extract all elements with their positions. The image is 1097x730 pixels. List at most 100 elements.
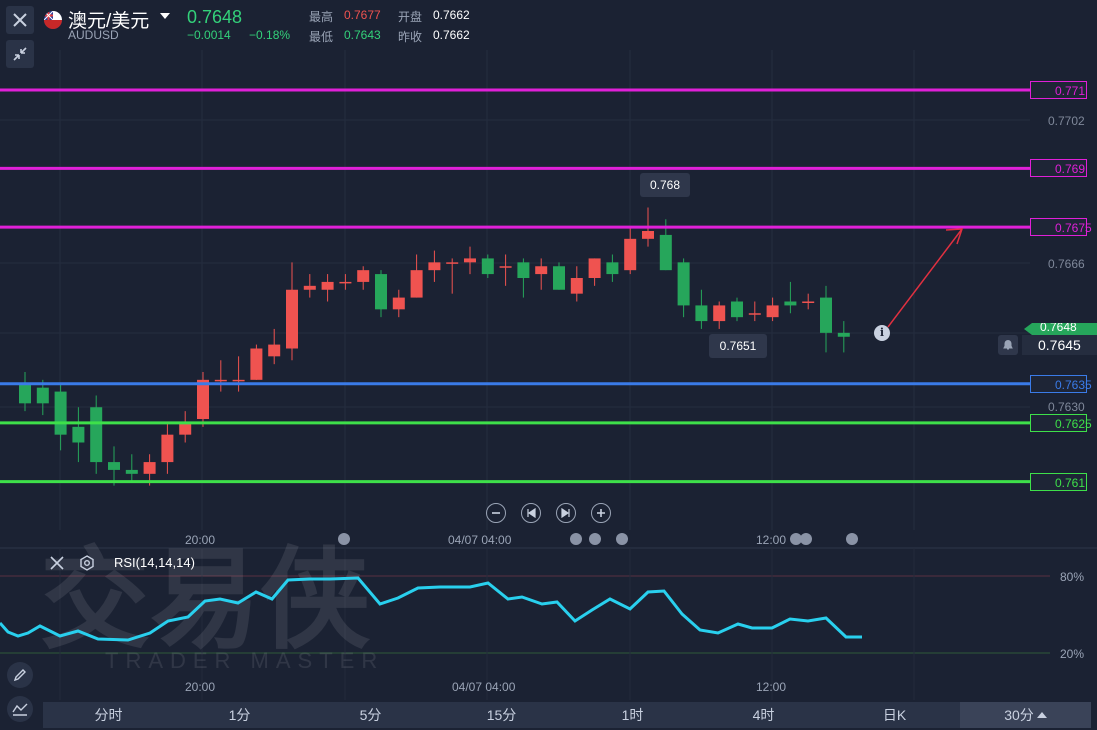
event-marker-dot[interactable] [570, 533, 582, 545]
skip-forward-icon [561, 508, 570, 518]
high-value: 0.7677 [344, 8, 381, 22]
scroll-start-button[interactable] [521, 503, 541, 523]
low-callout: 0.7651 [709, 334, 767, 358]
candle-body [392, 297, 405, 310]
rsi-time-tick-20-00: 20:00 [185, 680, 216, 694]
bell-icon [1003, 340, 1013, 350]
candle-body [820, 297, 832, 333]
timeframe-tab-15m[interactable]: 15分 [486, 707, 517, 723]
timeframe-tab-4h[interactable]: 4时 [752, 707, 775, 723]
indicator-tool-button[interactable] [7, 696, 33, 722]
candle-body [464, 258, 476, 263]
candle-body [197, 379, 209, 419]
candle-body [446, 262, 459, 264]
price-label-0.7666: 0.7666 [1048, 257, 1085, 271]
dropdown-caret-icon[interactable] [160, 13, 170, 21]
candle-body [695, 305, 708, 322]
price-tag-0.7635: 0.7635 [1030, 374, 1092, 393]
event-marker-dot[interactable] [846, 533, 858, 545]
high-label: 最高 [309, 10, 334, 24]
candle-body [214, 379, 227, 382]
timeframe-tab-5m[interactable]: 5分 [359, 707, 382, 723]
rsi-level-20: 20% [1060, 647, 1085, 661]
plus-icon [597, 509, 605, 517]
price-change-pct: −0.18% [249, 28, 291, 42]
event-marker-dot[interactable] [338, 533, 350, 545]
trend-arrow[interactable] [887, 228, 963, 328]
current-price-marker: 0.7648 [1024, 323, 1097, 335]
prev-close-label: 昨收 [398, 30, 423, 44]
candle-body [410, 270, 423, 298]
event-marker-dot[interactable] [589, 533, 601, 545]
candle-body [339, 281, 352, 284]
candle-body [553, 266, 565, 290]
close-indicator-icon[interactable] [50, 556, 64, 570]
price-tag-0.761: 0.761 [1030, 472, 1087, 491]
candle-body [748, 313, 761, 315]
candle-body [784, 301, 797, 306]
timeframe-tab-30m-selected[interactable]: 30分 [960, 702, 1091, 728]
time-tick-12-00: 12:00 [756, 533, 787, 547]
candle-body [90, 407, 103, 463]
candle-body [286, 289, 298, 349]
pair-name[interactable]: 澳元/美元 [68, 11, 150, 32]
candle-body [731, 301, 743, 318]
rsi-label: RSI(14,14,14) [114, 555, 195, 570]
candle-body [36, 387, 49, 404]
candle-body [232, 379, 245, 382]
event-marker-dot[interactable] [616, 533, 628, 545]
price-change: −0.0014 [187, 28, 231, 42]
candle-body [143, 462, 156, 474]
last-price: 0.7648 [187, 7, 243, 27]
zoom-out-button[interactable] [486, 503, 506, 523]
event-marker-dot[interactable] [800, 533, 812, 545]
collapse-button[interactable] [6, 40, 34, 68]
timeframe-bar [43, 702, 1091, 728]
candle-body [624, 238, 637, 271]
pencil-icon [13, 669, 26, 682]
info-icon[interactable]: i [874, 325, 890, 341]
price-tag-0.7625: 0.7625 [1030, 413, 1092, 432]
zoom-in-button[interactable] [591, 503, 611, 523]
price-label-0.7702: 0.7702 [1048, 114, 1085, 128]
symbol-code: AUDUSD [68, 28, 119, 42]
watermark-tagline: TRADER MASTER [105, 648, 384, 673]
close-button[interactable] [6, 6, 34, 34]
prev-close-value: 0.7662 [433, 28, 470, 42]
price-tag-0.769: 0.769 [1030, 159, 1087, 178]
candle-body [268, 344, 281, 357]
candle-body [517, 262, 530, 278]
candle-body [19, 383, 31, 404]
alert-bell-button[interactable] [998, 335, 1018, 355]
candle-body [535, 266, 548, 275]
minus-icon [492, 512, 500, 514]
event-marker-dot[interactable] [790, 533, 802, 545]
candle-body [125, 469, 138, 474]
collapse-arrows-icon [13, 47, 27, 61]
candle-body [677, 262, 690, 306]
timeframe-tab-1m[interactable]: 1分 [228, 707, 251, 723]
pencil-tool-button[interactable] [7, 662, 33, 688]
candle-body [642, 231, 654, 239]
rsi-time-tick-12-00: 12:00 [756, 680, 787, 694]
candle-body [161, 434, 174, 463]
candle-body [659, 234, 672, 271]
candle-body [570, 278, 583, 294]
candle-body [588, 258, 601, 279]
open-label: 开盘 [398, 10, 423, 24]
scroll-end-button[interactable] [556, 503, 576, 523]
timeframe-tab-1h[interactable]: 1时 [621, 707, 644, 723]
candle-body [321, 281, 334, 290]
timeframe-tab-fenshi[interactable]: 分时 [94, 707, 123, 723]
trend-arrowhead [945, 228, 964, 245]
candle-body [250, 348, 263, 380]
rsi-line [0, 576, 862, 642]
candle-body [303, 285, 316, 290]
settings-icon[interactable] [79, 555, 95, 571]
flag-icon [44, 11, 62, 29]
low-value: 0.7643 [344, 28, 381, 42]
timeframe-tab-daily[interactable]: 日K [882, 707, 907, 723]
candle-body [499, 266, 512, 268]
